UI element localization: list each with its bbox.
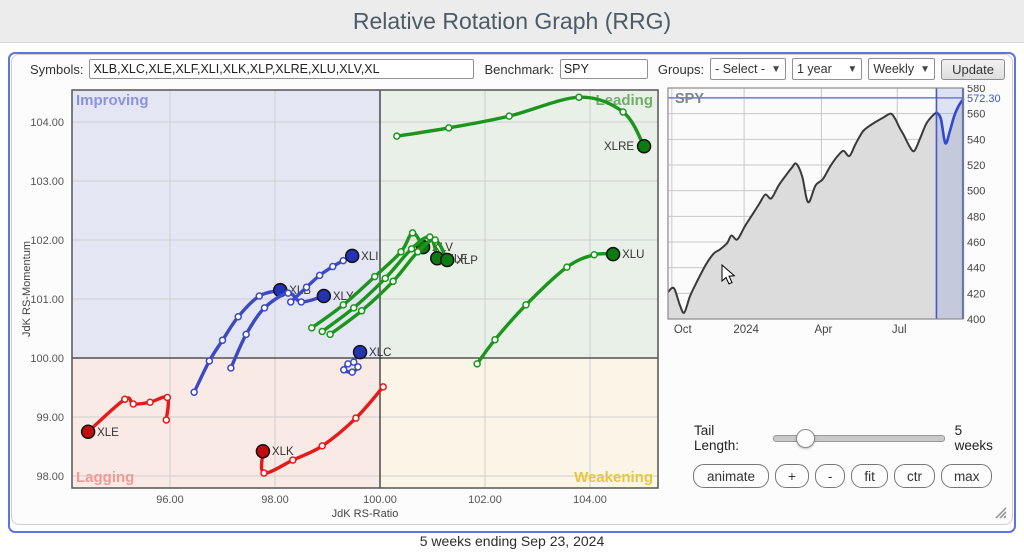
period-select[interactable]: 1 year ▼ [792,58,863,80]
fit-button[interactable]: fit [851,464,888,488]
zoom-in-button[interactable]: + [775,464,809,488]
XLP-label: XLP [456,255,478,267]
XLC-marker[interactable] [352,344,368,360]
x-axis-title: JdK RS-Ratio [332,508,399,520]
symbols-input[interactable] [89,59,475,79]
max-button[interactable]: max [940,464,993,488]
resize-grip-icon[interactable] [992,504,1008,520]
XLU-label: XLU [622,249,644,261]
benchmark-label: Benchmark: [484,61,554,77]
y-tick: 98.00 [36,471,64,483]
spy-x-tick: 2024 [733,324,759,336]
XLE-label: XLE [97,427,119,439]
XLU-marker[interactable] [605,246,621,262]
tail-length-label: Tail Length: [694,423,740,453]
y-tick: 101.00 [30,294,64,306]
y-tick: 103.00 [30,176,64,188]
y-axis-title: JdK RS-Momentum [21,241,33,337]
page-title: Relative Rotation Graph (RRG) [352,8,672,34]
spy-price-line [667,111,938,314]
XLI-marker[interactable] [344,248,360,264]
spy-x-tick: Apr [814,324,832,336]
x-tick: 98.00 [261,494,289,506]
y-tick: 100.00 [30,353,64,365]
spy-y-tick: 420 [967,288,985,300]
XLI-label: XLI [361,251,378,263]
spy-y-tick: 480 [967,211,985,223]
slider-thumb[interactable] [795,428,815,448]
XLC-label: XLC [369,347,391,359]
spy-y-tick: 580 [967,85,985,95]
y-tick: 99.00 [36,412,64,424]
groups-label: Groups: [657,61,705,77]
XLP-marker[interactable] [439,252,455,268]
XLK-marker[interactable] [255,443,271,459]
date-caption: 5 weeks ending Sep 23, 2024 [419,533,605,549]
spy-y-tick: 520 [967,160,985,172]
XLRE-label: XLRE [604,141,634,153]
x-tick: 104.00 [573,494,607,506]
chevron-down-icon: ▼ [771,63,781,75]
tail-length-slider[interactable] [772,428,945,448]
tail-length-control: Tail Length: 5 weeks [694,423,1004,453]
spy-y-tick: 460 [967,237,985,249]
benchmark-input[interactable] [559,59,648,79]
app-header: Relative Rotation Graph (RRG) [0,0,1024,43]
spy-x-tick: Oct [674,324,693,336]
spy-x-tick: Jul [892,324,907,336]
update-button[interactable]: Update [941,58,1005,80]
spy-y-tick: 440 [967,263,985,275]
chart-toolbar: animate + - fit ctr max [693,464,1005,488]
x-tick: 100.00 [363,494,397,506]
center-button[interactable]: ctr [893,464,935,488]
XLY-marker[interactable] [316,288,332,304]
XLK-label: XLK [272,446,294,458]
spy-symbol-label: SPY [675,91,704,107]
spy-y-tick: 500 [967,186,985,198]
symbols-label: Symbols: [30,61,84,77]
spy-last-price: 572.30 [967,93,1001,105]
animate-button[interactable]: animate [693,464,770,488]
mouse-cursor-icon [721,263,736,285]
groups-select[interactable]: - Select - ▼ [710,58,786,80]
chevron-down-icon: ▼ [847,63,858,75]
XLE-marker[interactable] [80,424,96,439]
y-tick: 102.00 [30,235,64,247]
quadrant-label-weakening: Weakening [574,469,653,486]
spy-y-tick: 400 [967,314,985,326]
spy-y-tick: 560 [967,109,985,121]
quadrant-label-lagging: Lagging [76,469,134,486]
interval-select[interactable]: Weekly ▼ [868,58,936,80]
zoom-out-button[interactable]: - [814,464,846,488]
spy-y-tick: 540 [967,134,985,146]
y-tick: 104.00 [30,117,64,129]
spy-tail-line [935,98,965,145]
tail-length-value: 5 weeks [954,423,993,453]
XLRE-marker[interactable] [636,138,652,154]
chevron-down-icon: ▼ [920,63,931,75]
controls-bar: Symbols: Benchmark: Groups: - Select - ▼… [30,58,1005,80]
XLF-label: XLF [446,253,467,265]
x-tick: 102.00 [468,494,502,506]
x-tick: 96.00 [156,494,184,506]
quadrant-label-improving: Improving [76,92,149,109]
